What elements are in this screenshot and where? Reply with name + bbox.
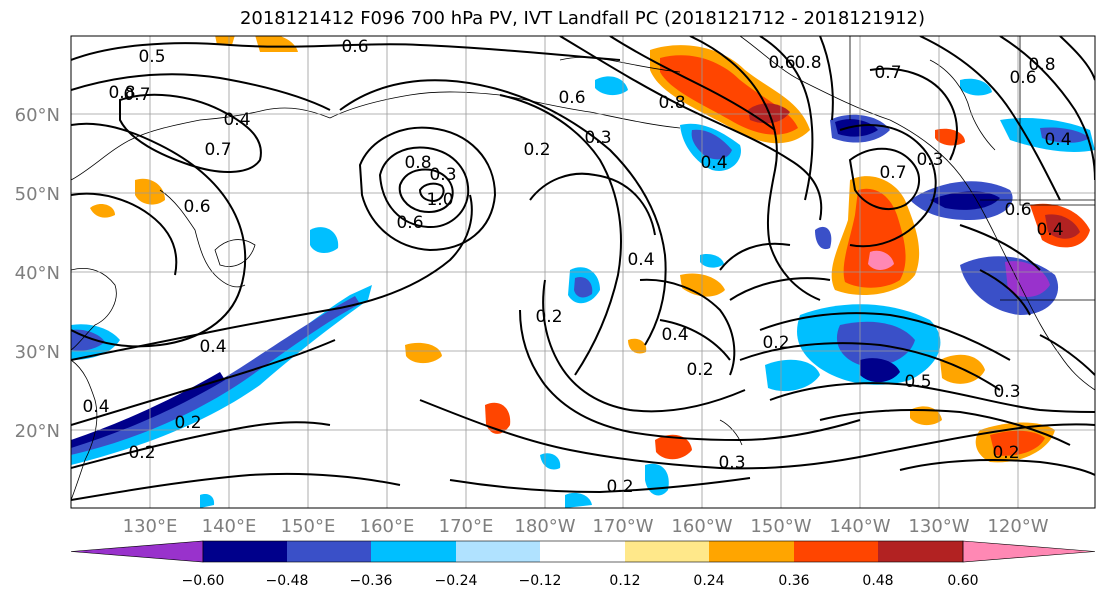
- lon-label: 130°E: [123, 516, 178, 537]
- colorbar-cell: [287, 541, 371, 562]
- lat-label: 40°N: [15, 263, 60, 284]
- lat-label: 20°N: [15, 421, 60, 442]
- colorbar-cell: [456, 541, 540, 562]
- lat-label: 50°N: [15, 184, 60, 205]
- contour-label: 0.5: [904, 372, 931, 392]
- lon-label: 120°W: [987, 516, 1048, 537]
- map-frame: [70, 35, 1096, 509]
- contour-label: 0.8: [108, 83, 135, 103]
- colorbar-cell: [625, 541, 709, 562]
- contour-label: 0.6: [1004, 200, 1031, 220]
- contour-label: 0.4: [700, 153, 727, 173]
- contour-label: 0.4: [1044, 130, 1071, 150]
- contour-label: 0.4: [627, 250, 654, 270]
- lon-label: 160°E: [360, 516, 415, 537]
- contour-label: 0.2: [992, 443, 1019, 463]
- contour-label: 0.6: [341, 37, 368, 57]
- lon-label: 150°E: [281, 516, 336, 537]
- contour-label: 0.7: [123, 85, 150, 105]
- contour-label: 0.6: [768, 53, 795, 73]
- lon-label: 130°W: [908, 516, 969, 537]
- contour-label: 0.2: [128, 443, 155, 463]
- colorbar-tick-label: −0.36: [350, 573, 393, 589]
- contour-label: 0.3: [993, 382, 1020, 402]
- colorbar-tick-label: 0.24: [693, 573, 724, 589]
- contour-label: 0.7: [879, 163, 906, 183]
- colorbar-extend-max: [962, 540, 1096, 563]
- colorbar-cell: [709, 541, 794, 562]
- contour-label: 0.7: [874, 63, 901, 83]
- lat-label: 60°N: [15, 105, 60, 126]
- colorbar-extend-min: [70, 540, 204, 563]
- contour-label: 0.8: [794, 53, 821, 73]
- contour-label: 0.6: [558, 88, 585, 108]
- contour-label: 0.2: [686, 360, 713, 380]
- contour-label: 0.6: [396, 213, 423, 233]
- gridlines: [71, 36, 1095, 508]
- contour-label: 0.6: [183, 197, 210, 217]
- colorbar-tick-label: −0.60: [182, 573, 225, 589]
- colorbar-cells: [70, 540, 1096, 563]
- contour-label: 0.4: [223, 110, 250, 130]
- colorbar-tick-label: −0.12: [519, 573, 562, 589]
- contour-label: 0.4: [199, 337, 226, 357]
- lat-label: 30°N: [15, 342, 60, 363]
- colorbar-cell: [203, 541, 287, 562]
- colorbar-tick-label: −0.24: [435, 573, 478, 589]
- contour-label: 0.7: [204, 140, 231, 160]
- colorbar-cell: [794, 541, 878, 562]
- longitude-axis: 130°E 140°E 150°E 160°E 170°E 180°W 170°…: [123, 516, 1049, 537]
- contour-label: 0.5: [138, 47, 165, 67]
- lon-label: 150°W: [750, 516, 811, 537]
- contour-label: 0.3: [916, 150, 943, 170]
- contour-label: 0.2: [535, 307, 562, 327]
- contour-label: 0.4: [82, 397, 109, 417]
- contour-label: 0.3: [429, 165, 456, 185]
- ivt-contours: [71, 36, 1095, 501]
- contour-label: 0.2: [174, 413, 201, 433]
- contour-label: 1.0: [426, 190, 453, 210]
- coastlines: [71, 36, 1095, 501]
- colorbar-tick-label: 0.48: [862, 573, 893, 589]
- colorbar-cell: [540, 541, 625, 562]
- lon-label: 140°W: [829, 516, 890, 537]
- contour-label: 0.6: [1009, 68, 1036, 88]
- colorbar-cell: [878, 541, 963, 562]
- contour-label: 0.2: [762, 333, 789, 353]
- contour-label: 0.8: [658, 93, 685, 113]
- contour-labels: 0.60.50.80.70.40.70.60.80.81.00.60.60.30…: [82, 37, 1071, 497]
- contour-label: 0.8: [404, 153, 431, 173]
- colorbar-cell: [371, 541, 456, 562]
- latitude-axis: 60°N 50°N 40°N 30°N 20°N: [15, 105, 60, 442]
- colorbar-tick-label: −0.48: [266, 573, 309, 589]
- contour-label: 0.3: [718, 453, 745, 473]
- colorbar-tick-labels: −0.60 −0.48 −0.36 −0.24 −0.12 0.12 0.24 …: [182, 573, 979, 589]
- lon-label: 140°E: [202, 516, 257, 537]
- contour-label: 0.4: [661, 325, 688, 345]
- colorbar: −0.60 −0.48 −0.36 −0.24 −0.12 0.12 0.24 …: [70, 540, 1096, 589]
- lon-label: 160°W: [671, 516, 732, 537]
- colorbar-tick-label: 0.60: [947, 573, 978, 589]
- contour-label: 0.4: [1036, 220, 1063, 240]
- colorbar-outline: [202, 540, 964, 563]
- contour-label: 0.8: [1028, 55, 1055, 75]
- contour-label: 0.2: [606, 477, 633, 497]
- lon-label: 170°E: [439, 516, 494, 537]
- figure-title: 2018121412 F096 700 hPa PV, IVT Landfall…: [239, 8, 926, 29]
- contour-label: 0.3: [584, 128, 611, 148]
- colorbar-tick-label: 0.12: [609, 573, 640, 589]
- map-panel: 0.60.50.80.70.40.70.60.80.81.00.60.60.30…: [71, 36, 1095, 508]
- lon-label: 180°W: [514, 516, 575, 537]
- colorbar-tick-label: 0.36: [778, 573, 809, 589]
- contour-label: 0.2: [523, 140, 550, 160]
- lon-label: 170°W: [592, 516, 653, 537]
